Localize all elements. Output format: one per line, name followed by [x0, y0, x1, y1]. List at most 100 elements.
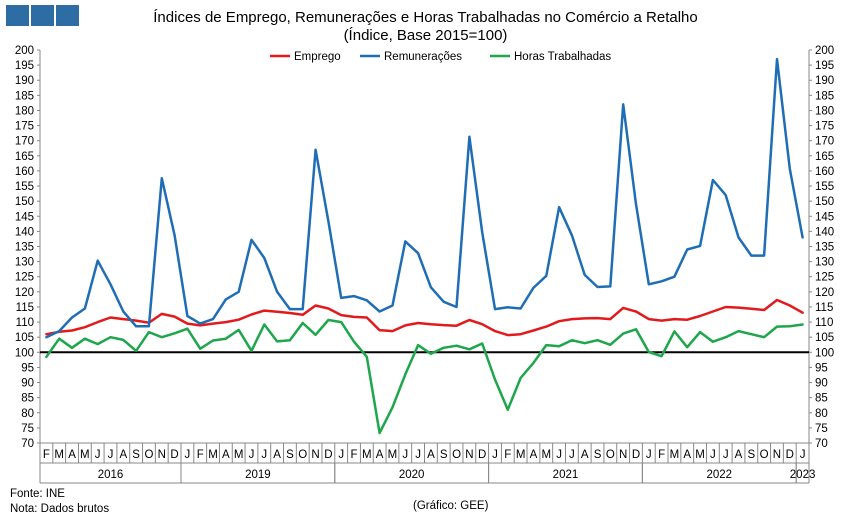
x-tick-label: F	[43, 449, 50, 461]
x-tick-label: A	[273, 449, 281, 461]
y-tick-label-right: 130	[815, 257, 834, 269]
x-tick-label: M	[388, 449, 398, 461]
x-tick-label: D	[170, 449, 178, 461]
x-tick-label: M	[54, 449, 64, 461]
y-tick-label-right: 160	[815, 166, 834, 178]
y-tick-label-right: 185	[815, 90, 834, 102]
y-tick-label-left: 115	[16, 302, 34, 314]
y-tick-label-right: 85	[815, 393, 828, 405]
x-tick-label: M	[208, 449, 218, 461]
year-label: 2021	[553, 469, 579, 481]
y-tick-label-right: 190	[815, 75, 834, 87]
data-note: Nota: Dados brutos	[10, 503, 110, 515]
x-tick-label: J	[338, 449, 344, 461]
y-tick-label-left: 100	[15, 347, 34, 359]
y-tick-label-left: 175	[15, 121, 34, 133]
y-tick-label-right: 105	[815, 332, 834, 344]
x-tick-label: M	[80, 449, 90, 461]
x-tick-label: A	[376, 449, 384, 461]
x-tick-label: O	[144, 449, 153, 461]
y-tick-label-right: 80	[815, 408, 828, 420]
x-tick-label: A	[427, 449, 435, 461]
legend: Emprego Remunerações Horas Trabalhadas	[270, 51, 611, 63]
chart-credit: (Gráfico: GEE)	[413, 500, 489, 512]
x-tick-label: M	[516, 449, 526, 461]
x-tick-label: S	[132, 449, 140, 461]
x-tick-label: M	[234, 449, 244, 461]
x-tick-label: F	[658, 449, 665, 461]
x-tick-label: J	[261, 449, 267, 461]
y-tick-label-left: 190	[15, 75, 34, 87]
y-tick-label-left: 170	[15, 136, 34, 148]
y-tick-label-left: 165	[15, 151, 34, 163]
x-tick-label: D	[478, 449, 486, 461]
y-tick-label-left: 75	[21, 423, 34, 435]
year-label: 2022	[706, 469, 732, 481]
y-tick-label-right: 120	[815, 287, 834, 299]
y-tick-label-left: 110	[16, 317, 34, 329]
y-tick-label-right: 110	[815, 317, 833, 329]
year-label: 2016	[98, 469, 124, 481]
series-line-emprego	[45, 298, 804, 337]
y-tick-label-left: 135	[15, 242, 34, 254]
y-tick-label-left: 155	[15, 181, 34, 193]
y-tick-label-right: 155	[815, 181, 834, 193]
x-tick-label: M	[670, 449, 680, 461]
x-tick-label: J	[646, 449, 652, 461]
x-tick-label: A	[735, 449, 743, 461]
chart-title-line2: (Índice, Base 2015=100)	[343, 27, 508, 44]
y-tick-label-right: 180	[815, 105, 834, 117]
x-tick-label: S	[440, 449, 448, 461]
series-lines	[45, 57, 804, 435]
y-tick-label-left: 200	[15, 45, 34, 57]
series-line-horas-trabalhadas	[45, 318, 804, 435]
legend-label-emprego: Emprego	[294, 51, 341, 63]
x-tick-label: J	[95, 449, 101, 461]
axes: 70 70 75 75 80 80 85 85 90 90 95 95 100 100 105 105 110 1…	[15, 45, 834, 484]
x-tick-label: N	[158, 449, 166, 461]
x-tick-label: J	[723, 449, 729, 461]
x-tick-label: J	[249, 449, 255, 461]
x-tick-label: A	[683, 449, 691, 461]
logo-square	[56, 5, 79, 26]
year-label: 2023	[790, 469, 816, 481]
y-tick-label-left: 70	[21, 438, 34, 450]
y-tick-label-left: 120	[15, 287, 34, 299]
y-tick-label-left: 80	[21, 408, 34, 420]
x-tick-label: J	[108, 449, 114, 461]
x-tick-label: S	[286, 449, 294, 461]
x-tick-label: N	[619, 449, 627, 461]
x-tick-label: J	[415, 449, 421, 461]
y-tick-label-right: 70	[815, 438, 828, 450]
x-tick-label: S	[747, 449, 755, 461]
legend-label-horas-trabalhadas: Horas Trabalhadas	[514, 51, 611, 63]
y-tick-label-right: 95	[815, 362, 828, 374]
y-tick-label-right: 125	[815, 272, 834, 284]
logo-square	[6, 5, 29, 26]
x-tick-label: J	[800, 449, 806, 461]
y-tick-label-right: 150	[815, 196, 834, 208]
x-tick-label: N	[465, 449, 473, 461]
chart-title: Índices de Emprego, Remunerações e Horas…	[0, 9, 851, 45]
y-tick-label-left: 195	[15, 60, 34, 72]
x-tick-label: M	[362, 449, 372, 461]
y-tick-label-left: 145	[15, 211, 34, 223]
logo	[6, 5, 79, 26]
y-tick-label-left: 180	[15, 105, 34, 117]
y-tick-label-left: 185	[15, 90, 34, 102]
x-tick-label: J	[556, 449, 562, 461]
y-tick-label-left: 130	[15, 257, 34, 269]
y-tick-label-left: 90	[21, 378, 34, 390]
series-line-remunera-es	[45, 57, 804, 339]
y-tick-label-right: 165	[815, 151, 834, 163]
x-tick-label: D	[786, 449, 794, 461]
y-tick-label-right: 90	[815, 378, 828, 390]
x-tick-label: A	[222, 449, 230, 461]
x-tick-label: S	[594, 449, 602, 461]
y-tick-label-left: 150	[15, 196, 34, 208]
x-tick-label: M	[541, 449, 551, 461]
y-tick-label-right: 200	[815, 45, 834, 57]
y-tick-label-left: 125	[15, 272, 34, 284]
x-tick-label: N	[311, 449, 319, 461]
